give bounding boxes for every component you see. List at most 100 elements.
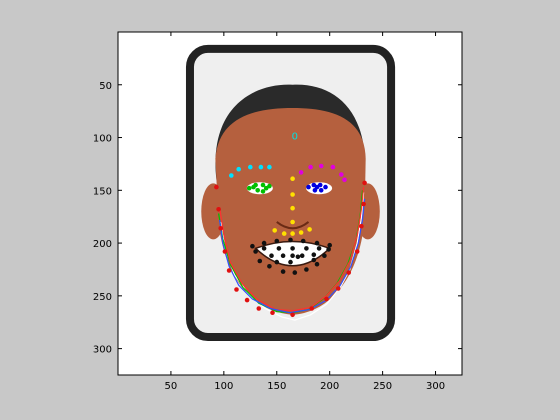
landmark-point-1-4 bbox=[339, 172, 344, 177]
landmark-point-5-3 bbox=[288, 237, 293, 243]
landmark-point-0-4 bbox=[267, 164, 272, 170]
landmark-point-3-3 bbox=[323, 184, 328, 190]
landmark-point-6-17 bbox=[362, 180, 367, 186]
landmark-point-4-7 bbox=[298, 230, 304, 235]
landmark-point-5-2 bbox=[274, 238, 280, 244]
landmark-point-6-8 bbox=[270, 310, 275, 316]
landmark-point-5-19 bbox=[267, 264, 272, 269]
landmark-point-6-15 bbox=[359, 223, 364, 229]
landmark-point-4-6 bbox=[290, 231, 295, 236]
landmark-point-6-3 bbox=[222, 249, 228, 254]
landmark-point-5-21 bbox=[292, 270, 298, 275]
x-tick-label-4: 250 bbox=[373, 381, 392, 392]
landmark-curves bbox=[218, 187, 366, 321]
landmark-point-0-0 bbox=[229, 173, 234, 178]
landmark-point-5-27 bbox=[311, 257, 317, 263]
landmark-point-2-5 bbox=[260, 189, 266, 194]
y-tick-label-2: 150 bbox=[93, 186, 112, 197]
landmark-point-5-10 bbox=[304, 246, 309, 251]
landmark-point-6-6 bbox=[244, 297, 250, 303]
landmark-point-6-0 bbox=[214, 184, 219, 190]
x-tick-label-5: 300 bbox=[426, 381, 445, 392]
landmark-points bbox=[214, 163, 367, 318]
landmark-point-1-5 bbox=[342, 177, 347, 183]
nose-shape bbox=[276, 221, 310, 230]
landmark-point-5-15 bbox=[299, 253, 305, 258]
landmark-point-6-14 bbox=[354, 249, 360, 254]
landmark-point-6-4 bbox=[226, 268, 232, 273]
landmark-point-6-2 bbox=[218, 226, 223, 231]
landmark-point-5-25 bbox=[326, 247, 331, 252]
landmark-point-2-7 bbox=[263, 185, 269, 191]
face-shape bbox=[215, 107, 366, 315]
landmark-point-2-2 bbox=[260, 182, 266, 188]
landmark-point-1-1 bbox=[308, 164, 313, 170]
y-tick-label-3: 200 bbox=[93, 239, 112, 250]
landmark-point-5-20 bbox=[280, 269, 286, 274]
y-tick-label-1: 100 bbox=[93, 134, 112, 145]
landmark-point-5-16 bbox=[311, 252, 317, 257]
landmark-point-3-6 bbox=[314, 184, 320, 190]
landmark-point-1-3 bbox=[330, 164, 336, 170]
face-image bbox=[185, 44, 396, 342]
landmark-point-4-4 bbox=[272, 228, 278, 233]
jaw-curve-2 bbox=[219, 187, 365, 312]
y-tick-label-5: 300 bbox=[93, 345, 112, 356]
landmark-point-5-22 bbox=[304, 267, 309, 272]
landmark-point-5-7 bbox=[261, 246, 267, 251]
landmark-point-6-9 bbox=[290, 312, 295, 318]
landmark-point-6-10 bbox=[309, 306, 315, 311]
landmark-point-5-23 bbox=[314, 261, 320, 267]
landmark-point-0-3 bbox=[258, 164, 264, 170]
landmark-point-6-5 bbox=[234, 287, 239, 292]
landmark-point-2-4 bbox=[255, 188, 260, 193]
landmark-point-4-1 bbox=[290, 192, 295, 197]
landmark-point-4-2 bbox=[290, 205, 295, 211]
x-tick-label-3: 200 bbox=[320, 381, 339, 392]
landmark-point-2-0 bbox=[246, 185, 252, 191]
landmark-point-2-6 bbox=[251, 184, 256, 190]
x-tick-label-2: 150 bbox=[267, 381, 286, 392]
x-tick-label-0: 50 bbox=[165, 381, 178, 392]
landmark-point-5-24 bbox=[322, 253, 327, 258]
landmark-point-5-5 bbox=[314, 240, 320, 246]
landmark-point-1-0 bbox=[298, 170, 304, 175]
landmark-point-6-12 bbox=[335, 286, 341, 291]
landmark-point-6-13 bbox=[346, 270, 352, 275]
landmark-point-5-12 bbox=[269, 253, 274, 258]
landmark-point-5-0 bbox=[250, 243, 255, 249]
landmark-point-4-3 bbox=[290, 219, 295, 225]
y-tick-label-0: 50 bbox=[99, 81, 112, 92]
x-axis-ticks: 50 100 150 200 250 300 bbox=[165, 32, 445, 392]
landmark-point-5-29 bbox=[295, 254, 301, 260]
jaw-curve-0 bbox=[220, 192, 365, 321]
y-tick-label-4: 250 bbox=[93, 292, 112, 303]
landmark-point-5-9 bbox=[290, 246, 295, 251]
landmark-point-5-11 bbox=[316, 246, 322, 251]
landmark-point-5-14 bbox=[290, 253, 295, 258]
landmark-point-5-6 bbox=[327, 242, 333, 248]
landmark-point-3-5 bbox=[318, 188, 324, 193]
annotations: 0 bbox=[292, 132, 298, 143]
landmark-point-5-28 bbox=[274, 259, 280, 265]
landmark-point-5-4 bbox=[300, 238, 306, 244]
landmark-point-4-8 bbox=[307, 227, 312, 232]
landmark-point-6-7 bbox=[256, 306, 262, 311]
landmark-point-6-11 bbox=[324, 296, 329, 302]
landmark-point-3-0 bbox=[306, 184, 311, 190]
landmark-point-5-8 bbox=[276, 246, 282, 251]
y-axis-ticks: 50 100 150 200 250 300 bbox=[93, 81, 462, 356]
annotation-label-0: 0 bbox=[292, 132, 298, 143]
landmark-point-5-26 bbox=[288, 259, 293, 265]
landmark-point-6-1 bbox=[216, 207, 221, 212]
landmark-point-5-13 bbox=[280, 253, 286, 258]
axes-frame bbox=[117, 31, 463, 376]
landmark-point-5-18 bbox=[257, 258, 263, 264]
landmark-point-4-5 bbox=[281, 231, 287, 236]
landmark-point-1-2 bbox=[318, 163, 324, 169]
landmark-point-6-16 bbox=[361, 201, 366, 207]
landmark-point-0-1 bbox=[236, 166, 241, 172]
landmark-point-5-17 bbox=[253, 249, 258, 254]
x-tick-label-1: 100 bbox=[214, 381, 233, 392]
